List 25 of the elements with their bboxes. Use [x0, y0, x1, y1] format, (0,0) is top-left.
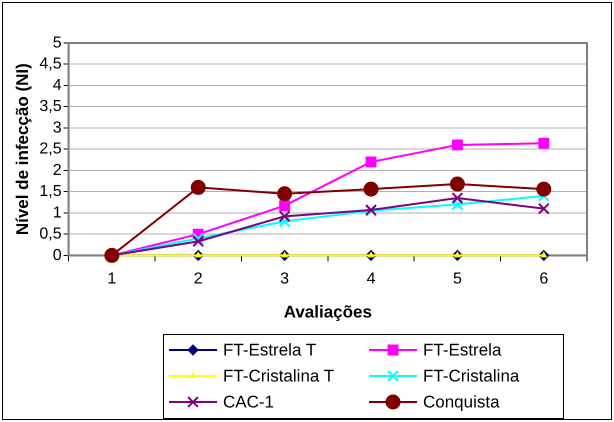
y-tick-label: 1 [52, 204, 62, 222]
x-tick-label: 1 [107, 270, 116, 288]
y-tick-label: 1,5 [39, 183, 62, 200]
legend-label: FT-Estrela T [223, 340, 316, 360]
legend-label: Conquista [423, 392, 500, 412]
y-tick-label: 0,5 [39, 226, 62, 243]
legend-label: FT-Cristalina T [223, 366, 334, 386]
y-tick-label: 2 [52, 162, 62, 179]
legend-label: FT-Estrela [423, 340, 502, 360]
y-axis-title: Nível de infecção (NI) [12, 63, 32, 236]
y-tick-label: 3,5 [39, 98, 62, 116]
x-tick-label: 4 [366, 270, 376, 288]
y-tick-label: 4 [52, 76, 62, 94]
y-tick-label: 4,5 [39, 56, 62, 73]
x-tick-label: 3 [280, 270, 290, 288]
x-tick-label: 5 [452, 270, 462, 288]
x-tick-label: 6 [539, 270, 548, 288]
y-tick-label: 5 [52, 34, 62, 52]
x-axis-title: Avaliações [284, 302, 372, 322]
y-tick-label: 2,5 [39, 140, 62, 158]
x-tick-label: 2 [194, 270, 203, 288]
legend-label: FT-Cristalina [423, 366, 520, 386]
legend-label: CAC-1 [223, 392, 274, 412]
y-tick-label: 0 [52, 246, 62, 264]
y-tick-label: 3 [52, 119, 62, 136]
